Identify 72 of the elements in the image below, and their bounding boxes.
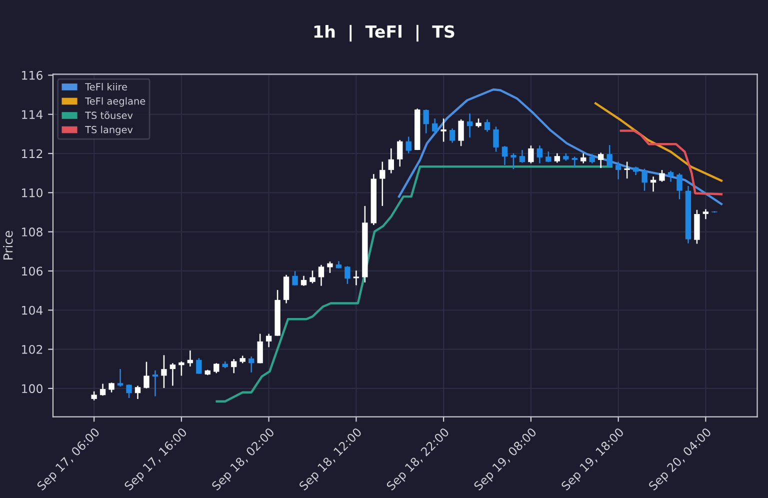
legend-label: TS langev xyxy=(85,126,133,136)
legend-label: TeFl kiire xyxy=(85,82,127,90)
candlestick xyxy=(91,390,97,402)
candlestick xyxy=(554,152,560,164)
candlestick xyxy=(231,358,237,374)
candlestick xyxy=(134,385,141,400)
candlestick xyxy=(117,368,124,388)
candlestick xyxy=(502,145,508,166)
candlestick xyxy=(100,383,106,396)
candlestick xyxy=(624,161,630,180)
candlestick xyxy=(300,275,307,286)
candlestick xyxy=(406,136,412,154)
chart-title: 1h | TeFl | TS xyxy=(314,24,454,42)
candlestick xyxy=(327,260,333,274)
candlestick xyxy=(292,270,298,286)
legend-label: TS tõusev xyxy=(85,111,133,120)
legend-label: TeFl aeglane xyxy=(85,97,146,107)
y-axis-title: Price xyxy=(3,230,13,260)
candlestick xyxy=(615,161,622,180)
candlestick xyxy=(161,354,167,389)
candlestick xyxy=(702,208,709,220)
candlestick xyxy=(546,150,552,163)
candlestick xyxy=(388,148,394,174)
candlestick xyxy=(214,362,220,374)
candlestick xyxy=(528,144,534,164)
y-tick-label: 114 xyxy=(22,110,43,119)
candlestick xyxy=(397,139,403,168)
candlestick xyxy=(536,144,543,164)
candlestick xyxy=(344,265,350,285)
candlestick xyxy=(606,144,612,168)
candlestick xyxy=(493,126,499,152)
candlestick xyxy=(144,361,150,390)
candlestick xyxy=(310,270,316,284)
candlestick xyxy=(440,118,446,142)
candlestick xyxy=(423,108,429,134)
candlestick xyxy=(676,172,682,200)
candlestick xyxy=(257,333,263,364)
candlestick xyxy=(484,118,490,132)
candlestick xyxy=(108,382,114,393)
candlestick xyxy=(318,264,324,286)
y-tick-label: 102 xyxy=(22,345,42,354)
candlestick xyxy=(476,118,482,128)
candlestick xyxy=(170,362,176,386)
candlestick xyxy=(519,149,526,164)
candlestick xyxy=(196,357,202,374)
candlestick xyxy=(510,152,516,170)
candlestick xyxy=(659,169,665,182)
candlestick xyxy=(283,274,290,304)
y-tick-label: 106 xyxy=(22,266,43,276)
y-tick-label: 100 xyxy=(22,384,42,394)
candlestick xyxy=(598,152,604,169)
candlestick xyxy=(266,333,272,348)
candlestick xyxy=(380,161,386,207)
candlestick xyxy=(449,128,456,144)
candlestick xyxy=(126,384,132,399)
candlestick xyxy=(248,356,254,374)
candlestick xyxy=(353,270,360,286)
candlestick xyxy=(589,153,595,164)
candlestick xyxy=(466,112,473,138)
candlestick xyxy=(668,170,674,182)
y-tick-label: 110 xyxy=(22,188,42,198)
candlestick xyxy=(642,168,648,192)
candlestick xyxy=(178,360,184,376)
y-tick-label: 104 xyxy=(22,306,43,315)
candlestick xyxy=(458,118,464,147)
candlestick xyxy=(572,156,578,168)
candlestick xyxy=(580,152,586,164)
candlestick xyxy=(152,370,158,397)
candlestick xyxy=(432,118,438,135)
y-tick-label: 112 xyxy=(22,149,42,158)
y-tick-label: 108 xyxy=(22,228,42,236)
y-tick-label: 116 xyxy=(22,70,43,80)
